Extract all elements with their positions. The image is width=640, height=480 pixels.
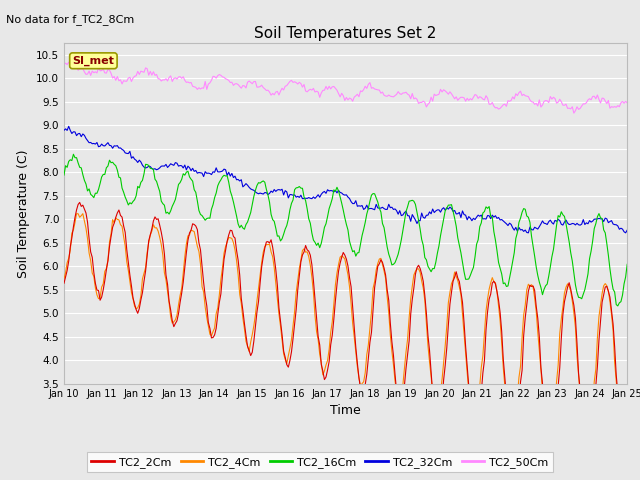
Text: No data for f_TC2_8Cm: No data for f_TC2_8Cm: [6, 14, 134, 25]
X-axis label: Time: Time: [330, 405, 361, 418]
Legend: TC2_2Cm, TC2_4Cm, TC2_16Cm, TC2_32Cm, TC2_50Cm: TC2_2Cm, TC2_4Cm, TC2_16Cm, TC2_32Cm, TC…: [87, 452, 553, 472]
Text: SI_met: SI_met: [72, 56, 115, 66]
Title: Soil Temperatures Set 2: Soil Temperatures Set 2: [255, 25, 436, 41]
Y-axis label: Soil Temperature (C): Soil Temperature (C): [17, 149, 31, 278]
